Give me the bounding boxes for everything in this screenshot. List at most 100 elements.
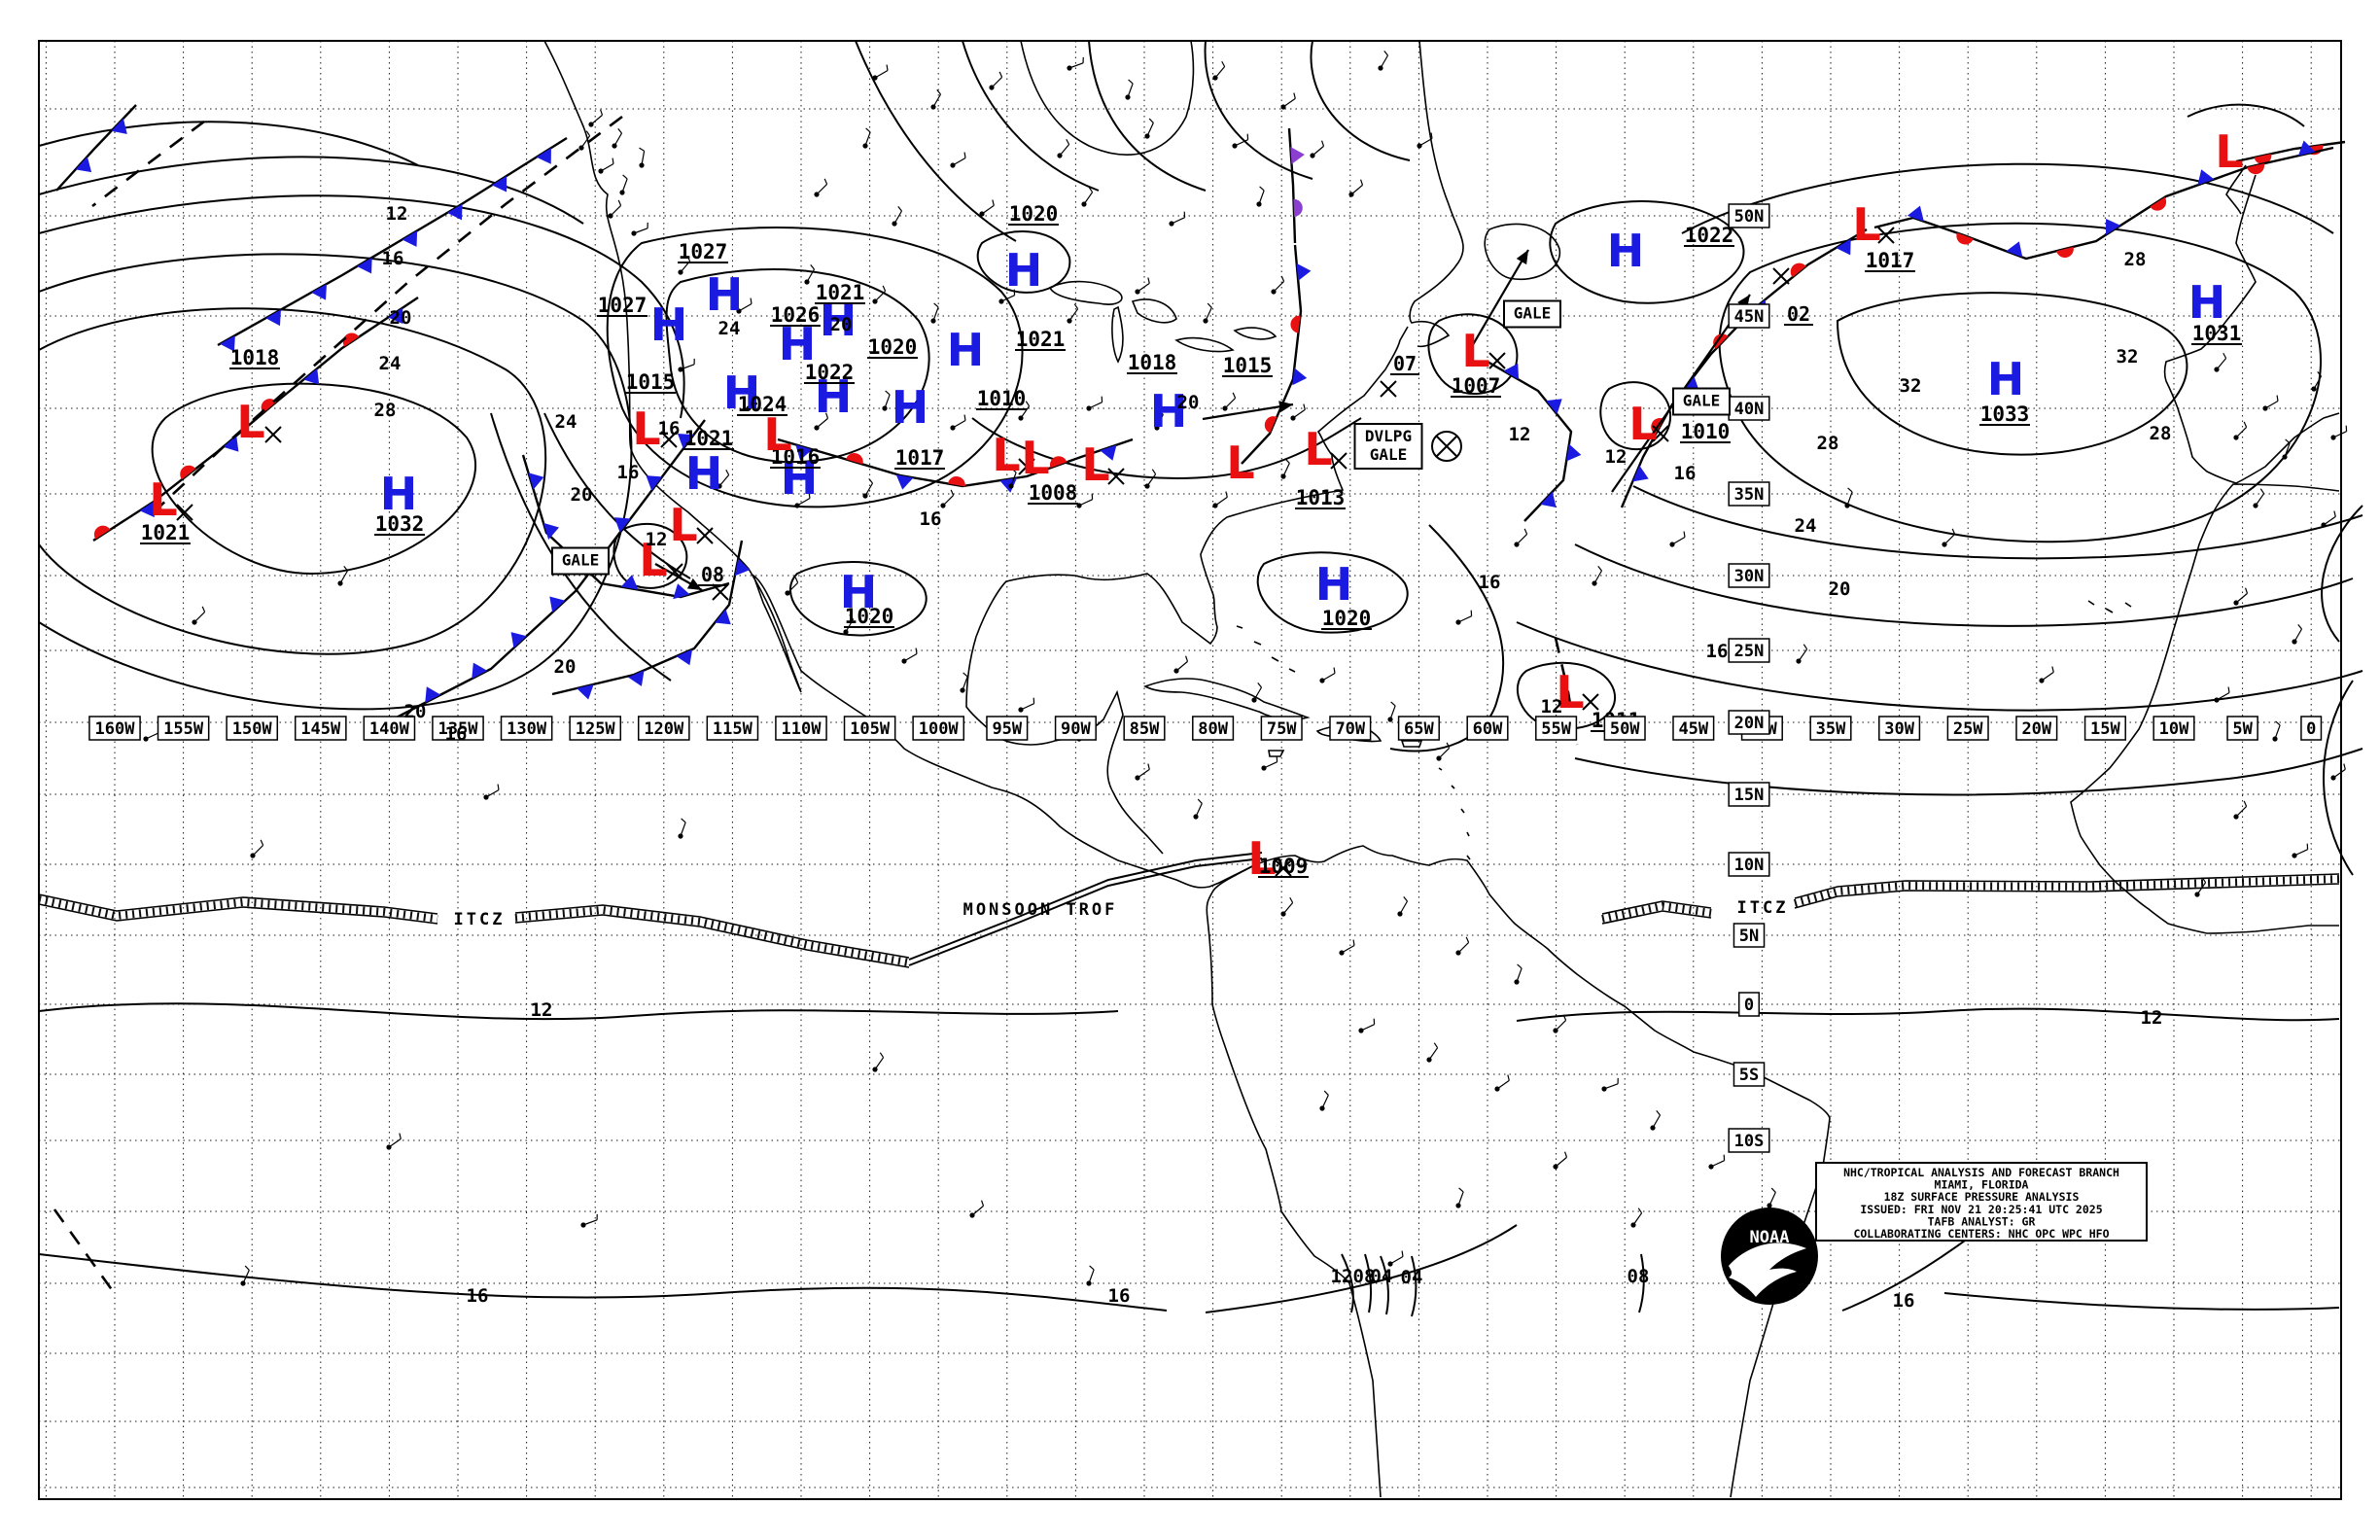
station-plot-icon — [1212, 60, 1226, 81]
front-symbol-cold-triangle — [536, 148, 551, 164]
svg-text:140W: 140W — [369, 719, 410, 739]
station-plot-icon — [1076, 493, 1094, 508]
longitude-label — [500, 716, 553, 741]
station-plot-icon — [1212, 491, 1228, 508]
isobar-label: 16 — [658, 418, 681, 439]
latitude-label — [1728, 782, 1770, 807]
geographic-feature-label: MONSOON TROF — [963, 900, 1118, 920]
isobar-label: 16 — [1674, 463, 1697, 484]
low-pressure-center: L — [1304, 423, 1332, 475]
front-symbol-cold-triangle — [1836, 238, 1851, 256]
svg-text:45W: 45W — [1678, 719, 1708, 739]
isobar-label: 28 — [2124, 249, 2147, 270]
latitude-label — [1737, 992, 1761, 1017]
high-pressure-center: H — [706, 268, 744, 321]
station-plot-icon — [192, 606, 206, 625]
longitude-label — [2083, 716, 2126, 741]
low-pressure-center: L — [763, 408, 791, 461]
station-plot-icon — [794, 492, 811, 508]
svg-text:95W: 95W — [992, 719, 1022, 739]
low-center-x-mark — [666, 563, 683, 580]
high-pressure-center: H — [1607, 225, 1645, 277]
front-symbol-cold-triangle — [265, 309, 281, 327]
low-center-x-mark — [1582, 693, 1599, 711]
longitude-label — [1878, 716, 1921, 741]
gale-warning-text: DVLPG — [1365, 427, 1412, 445]
longitude-label — [432, 716, 484, 741]
coast-africa — [2070, 483, 2340, 934]
isobar-label: 16 — [445, 723, 468, 745]
latitude-label — [1728, 1128, 1770, 1153]
svg-text:30W: 30W — [1884, 719, 1914, 739]
longitude-label — [1123, 716, 1166, 741]
station-plot-icon — [580, 1213, 598, 1228]
latitude-label — [1732, 1062, 1766, 1087]
longitude-label — [2226, 716, 2258, 741]
low-pressure-center: L — [639, 534, 667, 586]
isobar-label: 12 — [1541, 696, 1563, 718]
front-symbol-warm-semicircle — [261, 399, 277, 413]
low-center-x-mark — [1772, 267, 1790, 285]
station-plot-icon — [785, 577, 799, 596]
station-plot-icon — [1358, 1018, 1376, 1033]
station-plot-icon — [631, 222, 648, 236]
trough-number-label: 07 — [1393, 352, 1417, 375]
station-plot-icon — [1280, 896, 1294, 917]
pressure-value: 1010 — [1681, 420, 1731, 443]
station-plot-icon — [998, 289, 1016, 304]
front-symbol-cold-triangle — [1540, 491, 1557, 508]
high-pressure-center: H — [1150, 385, 1188, 438]
station-plot-icon — [950, 414, 966, 431]
front-symbol-cold-triangle — [491, 175, 508, 192]
isobar-label: 28 — [2150, 423, 2172, 444]
station-plot-icon — [1455, 936, 1470, 956]
station-plot-icon — [814, 178, 828, 197]
station-plot-icon — [2233, 421, 2248, 440]
front-symbol-cold-triangle — [2197, 169, 2215, 186]
pressure-value: 1013 — [1296, 486, 1346, 509]
station-plot-icon — [2214, 686, 2230, 703]
longitude-label — [88, 716, 141, 741]
station-plot-icon — [1387, 1250, 1404, 1267]
high-pressure-center: H — [1005, 244, 1043, 297]
high-pressure-center: H — [685, 447, 723, 500]
svg-text:130W: 130W — [507, 719, 547, 739]
front-line-cold — [551, 540, 744, 696]
station-plot-icon — [483, 784, 500, 800]
station-plot-icon — [1018, 697, 1035, 713]
isobar-label: 16 — [1479, 572, 1501, 593]
station-plot-icon — [736, 298, 752, 314]
station-plot-icon — [882, 390, 891, 411]
islands-bahamas — [1236, 625, 1296, 673]
front-symbol-warm-semicircle — [1790, 262, 1806, 278]
longitude-label — [1192, 716, 1235, 741]
svg-text:85W: 85W — [1130, 719, 1160, 739]
station-plot-icon — [746, 390, 757, 411]
pressure-value: 1016 — [771, 445, 821, 469]
isobar-label: 28 — [1817, 433, 1839, 454]
front-symbol-cold-triangle — [677, 433, 694, 449]
isobar-label: 24 — [379, 353, 402, 374]
station-plot-icon — [2253, 488, 2265, 508]
islands-canary — [2087, 600, 2132, 613]
station-plot-icon — [2233, 800, 2248, 820]
svg-text:5N: 5N — [1739, 927, 1759, 946]
island-jamaica — [1268, 750, 1285, 757]
station-plot-icon — [1154, 409, 1164, 431]
station-plot-icon — [969, 1200, 985, 1218]
station-plot-icon — [717, 469, 730, 489]
station-plot-icon — [1169, 211, 1186, 227]
svg-text:40N: 40N — [1734, 400, 1765, 419]
low-pressure-center: L — [632, 402, 660, 455]
front-symbol-cold-triangle — [528, 472, 544, 490]
isobar-label: 20 — [571, 484, 593, 506]
gale-warning-box — [1503, 299, 1561, 329]
pressure-value: 1008 — [1029, 481, 1078, 505]
station-plot-icon — [960, 672, 968, 693]
front-symbol-warm-semicircle — [1293, 198, 1303, 217]
isobar-label: 16 — [617, 462, 640, 483]
station-plot-icon — [1067, 56, 1084, 71]
station-plot-icon — [892, 205, 903, 227]
coast-us-east — [975, 326, 1409, 646]
station-plot-icon — [872, 285, 887, 304]
